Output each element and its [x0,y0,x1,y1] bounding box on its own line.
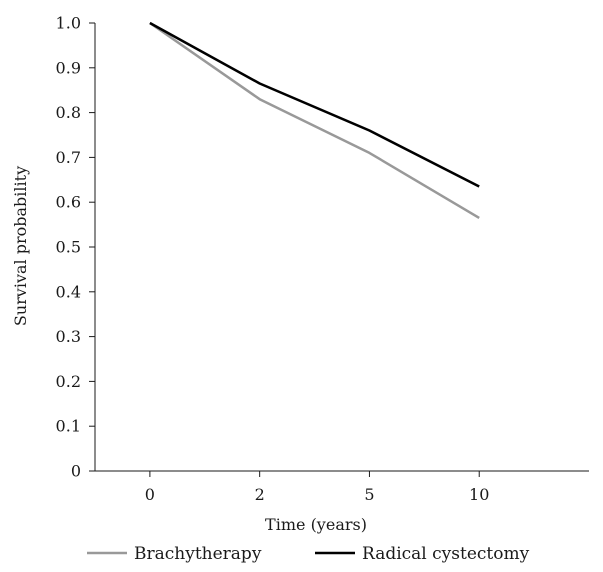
x-tick-label: 2 [255,485,265,504]
x-axis-title: Time (years) [265,515,367,534]
y-tick-label: 0 [71,462,81,481]
y-tick-label: 0.9 [56,58,81,77]
y-tick-label: 0.6 [56,193,81,212]
y-tick-label: 0.4 [56,282,81,301]
legend-label: Radical cystectomy [362,544,530,564]
y-tick-label: 0.2 [56,372,81,391]
x-tick-label: 0 [145,485,155,504]
y-tick-label: 0.8 [56,103,81,122]
y-tick-label: 0.3 [56,327,81,346]
y-tick-label: 0.1 [56,417,81,436]
series-line-radical-cystectomy [149,21,480,188]
x-axis: 0 2 5 10 [95,470,589,504]
y-tick-label: 0.5 [56,238,81,257]
x-tick-label: 10 [469,485,489,504]
legend: Brachytherapy Radical cystectomy [87,544,530,564]
legend-label: Brachytherapy [134,544,262,564]
series-line-brachytherapy [149,21,480,219]
series-lines [149,21,480,219]
y-axis: 0 0.1 0.2 0.3 0.4 0.5 0.6 0.7 0.8 0.9 1.0 [56,14,96,481]
y-tick-label: 1.0 [56,14,81,33]
y-axis-title: Survival probability [11,166,30,326]
y-tick-label: 0.7 [56,148,81,167]
x-tick-label: 5 [364,485,374,504]
